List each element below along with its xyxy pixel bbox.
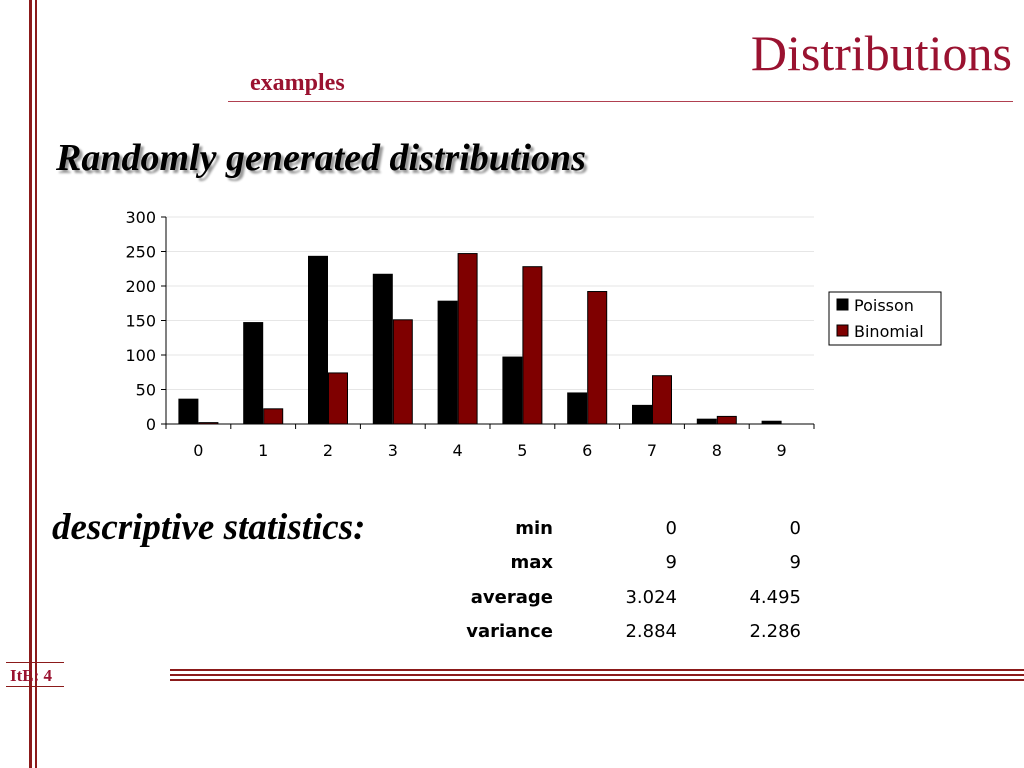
bar-poisson [567, 392, 588, 425]
stat-poisson-min: 0 [665, 518, 677, 539]
bar-poisson [696, 418, 717, 425]
x-tick-label: 1 [258, 441, 268, 460]
legend-label-binomial: Binomial [854, 322, 924, 341]
stat-binomial-variance: 2.286 [749, 621, 801, 642]
footer-rule [170, 679, 1024, 681]
y-tick-label: 150 [125, 312, 156, 331]
footer-rule [170, 669, 1024, 671]
legend-swatch-poisson [836, 298, 849, 311]
y-tick-label: 100 [125, 346, 156, 365]
footer-label-rule [6, 686, 64, 687]
x-tick-label: 0 [193, 441, 203, 460]
x-tick-label: 7 [647, 441, 657, 460]
page-title: Distributions [750, 25, 1012, 81]
stats-heading: descriptive statistics: [52, 507, 366, 548]
legend-swatch-binomial [836, 324, 849, 337]
y-tick-label: 50 [136, 381, 156, 400]
stat-poisson-max: 9 [665, 552, 677, 573]
footer-rule [170, 674, 1024, 676]
bar-binomial [198, 422, 219, 425]
page-subtitle: examples [250, 70, 345, 96]
bar-poisson [761, 420, 782, 425]
x-tick-label: 2 [323, 441, 333, 460]
footer-label: ItE: 4 [10, 666, 53, 685]
bar-binomial [716, 415, 737, 425]
stat-binomial-average: 4.495 [749, 587, 801, 608]
y-tick-label: 0 [146, 415, 156, 434]
y-tick-label: 250 [125, 243, 156, 262]
bar-poisson [632, 404, 652, 425]
bar-binomial [328, 372, 348, 425]
bar-poisson [502, 356, 523, 425]
bar-binomial [457, 253, 478, 425]
x-tick-label: 9 [777, 441, 787, 460]
bar-poisson [178, 398, 199, 425]
x-tick-label: 6 [582, 441, 592, 460]
bar-chart: 0 50 100 150 200 250 300 0 1 2 3 4 5 6 7 8 9 Poisson Binom… [125, 208, 942, 460]
bar-poisson [372, 273, 393, 425]
bar-poisson [308, 255, 328, 425]
stat-poisson-variance: 2.884 [625, 621, 677, 642]
bar-binomial [392, 319, 413, 425]
title-divider [228, 101, 1013, 102]
left-border-bar [35, 0, 37, 768]
bar-binomial [263, 408, 284, 425]
x-tick-label: 3 [388, 441, 398, 460]
stat-label-variance: variance [466, 621, 553, 642]
bar-binomial [587, 291, 608, 425]
stat-binomial-min: 0 [789, 518, 801, 539]
stat-label-max: max [510, 552, 553, 573]
bar-binomial [522, 266, 543, 425]
x-tick-label: 8 [712, 441, 722, 460]
stat-label-average: average [470, 587, 553, 608]
x-tick-label: 5 [517, 441, 527, 460]
y-tick-label: 300 [125, 208, 156, 227]
footer-label-rule [6, 662, 64, 663]
bar-binomial [652, 375, 672, 425]
left-border-bar [29, 0, 32, 768]
section-heading: Randomly generated distributions [56, 137, 586, 179]
stat-binomial-max: 9 [789, 552, 801, 573]
bar-poisson [243, 322, 264, 425]
stat-poisson-average: 3.024 [625, 587, 677, 608]
stat-label-min: min [515, 518, 553, 539]
bar-poisson [437, 300, 458, 425]
x-tick-label: 4 [453, 441, 463, 460]
y-tick-label: 200 [125, 277, 156, 296]
legend-label-poisson: Poisson [854, 296, 914, 315]
